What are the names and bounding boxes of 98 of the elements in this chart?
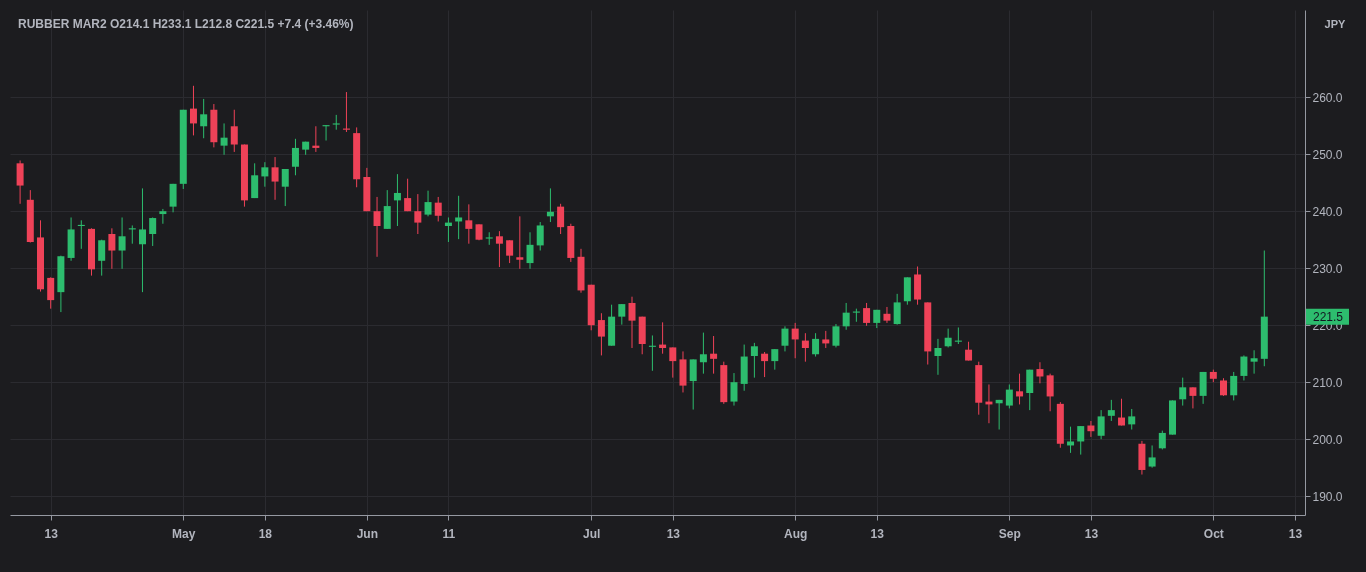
candlestick: [1046, 373, 1054, 412]
x-tick-label: Jul: [583, 526, 601, 541]
candlestick: [220, 122, 228, 156]
x-tick-label: Sep: [998, 526, 1021, 541]
candlestick: [189, 85, 197, 136]
candlestick: [169, 183, 177, 213]
x-tick-label: Oct: [1203, 526, 1224, 541]
x-tick-label: Aug: [784, 526, 808, 541]
candlestick: [434, 196, 442, 222]
candlestick: [791, 322, 799, 359]
y-tick-label: 240.0: [1312, 204, 1343, 219]
x-tick-label: Jun: [356, 526, 379, 541]
candlestick: [251, 162, 259, 199]
candlestick: [495, 230, 503, 268]
candlestick: [934, 338, 942, 376]
candlestick: [597, 312, 605, 356]
candlestick: [1118, 398, 1126, 427]
candlestick: [801, 332, 809, 363]
candlestick: [944, 328, 952, 348]
candlestick: [47, 276, 55, 310]
candlestick: [98, 239, 106, 277]
candlestick: [750, 342, 758, 379]
candlestick: [200, 98, 208, 139]
candlestick: [730, 372, 738, 407]
candlestick: [455, 195, 463, 240]
candlestick: [1067, 426, 1075, 454]
candlestick: [16, 159, 24, 205]
candlestick: [1240, 354, 1248, 381]
candlestick: [465, 203, 473, 245]
text: RUBBER MAR2 O214.1 H233.1 L212.8 C221.5 +7.4 (+3.46%): [18, 17, 354, 31]
candlestick: [383, 189, 391, 230]
candlestick: [618, 303, 626, 326]
x-tick-label: 13: [870, 526, 885, 541]
candlestick: [536, 221, 544, 252]
candlestick: [832, 323, 840, 348]
candlestick: [771, 348, 779, 371]
candlestick: [1148, 444, 1156, 469]
y-tick-label: 260.0: [1312, 90, 1343, 105]
candlestick: [118, 216, 126, 270]
candlestick: [710, 335, 718, 375]
candlestick: [1077, 425, 1085, 456]
candlestick: [965, 341, 973, 362]
candlestick: [1005, 383, 1013, 409]
candlestick: [1026, 369, 1034, 411]
candlestick: [291, 138, 299, 176]
candlestick: [669, 346, 677, 379]
x-tick-label: 11: [442, 526, 456, 541]
x-tick-label: 13: [44, 526, 59, 541]
candlestick: [883, 306, 891, 324]
candlestick: [1179, 377, 1187, 407]
candlestick: [893, 293, 901, 326]
candlestick: [271, 156, 279, 201]
x-tick-label: 13: [666, 526, 681, 541]
candlestick: [261, 161, 269, 188]
candlestick: [1128, 408, 1136, 430]
candlestick: [1097, 409, 1105, 440]
y-tick-label: 190.0: [1312, 489, 1343, 504]
candlestick: [393, 173, 401, 227]
candlestick: [903, 276, 911, 306]
candlestick: [230, 109, 238, 153]
y-tick-label: 250.0: [1312, 147, 1343, 162]
x-tick-label: 13: [1084, 526, 1099, 541]
y-tick-label: 200.0: [1312, 432, 1343, 447]
candlestick: [1199, 371, 1207, 405]
candlestick: [373, 196, 381, 258]
candlestick: [1036, 361, 1044, 384]
candlestick: [1016, 373, 1024, 405]
candlestick: [1158, 430, 1166, 450]
candlestick: [781, 325, 789, 352]
candlestick: [812, 332, 820, 358]
candlestick: [526, 231, 534, 270]
candlestick: [138, 187, 146, 293]
candlestick: [557, 203, 565, 235]
candlestick: [761, 351, 769, 378]
text: JPY: [1324, 18, 1347, 30]
y-tick-label: 210.0: [1312, 375, 1343, 390]
candlestick: [159, 208, 167, 225]
candlestick: [628, 296, 636, 349]
candlestick: [506, 239, 514, 264]
candlestick: [1189, 386, 1197, 409]
candlestick: [108, 227, 116, 270]
candlestick: [516, 215, 524, 270]
candlestick: [1107, 399, 1115, 422]
candlestick: [1250, 349, 1258, 375]
candlestick: [689, 358, 697, 411]
x-tick-label: 18: [258, 526, 273, 541]
candlestick: [281, 168, 289, 207]
candlestick: [842, 302, 850, 331]
x-tick-label: 13: [1288, 526, 1303, 541]
candlestick: [149, 216, 157, 247]
candlestick: [863, 302, 871, 327]
y-tick-label: 230.0: [1312, 261, 1343, 276]
x-tick-label: May: [172, 526, 196, 541]
candlestick: [404, 178, 412, 212]
candlestick: [1230, 371, 1238, 401]
candlestick: [424, 190, 432, 217]
candlestick: [414, 193, 422, 235]
candlestick: [699, 332, 707, 375]
